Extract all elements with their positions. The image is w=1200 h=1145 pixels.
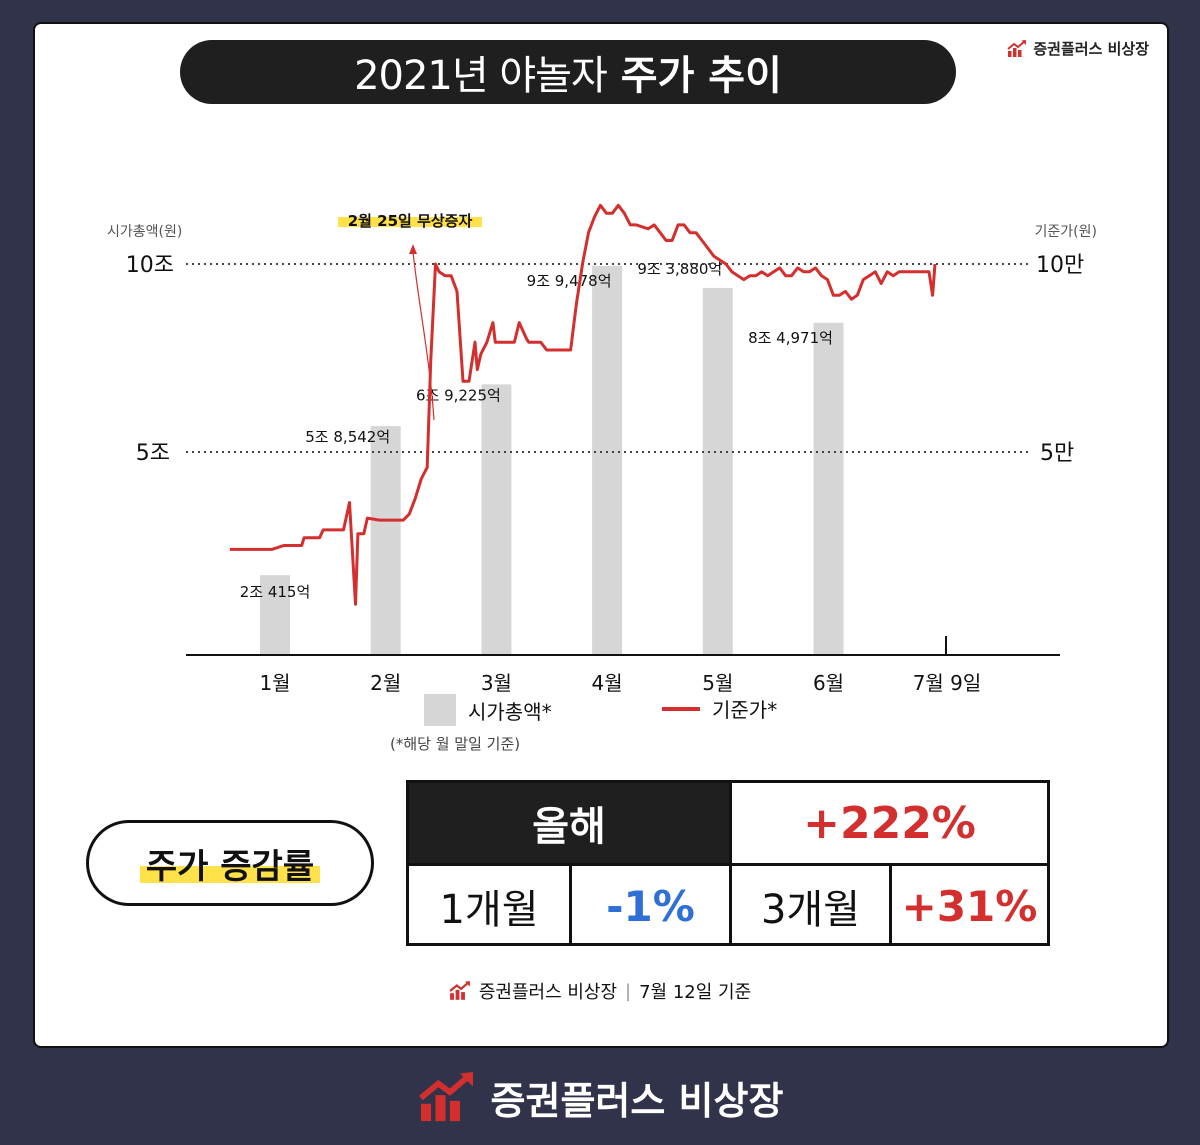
market-cap-label: 9조 3,880억 bbox=[637, 260, 722, 278]
annotation-highlight bbox=[338, 217, 482, 227]
source-line: 증권플러스 비상장 | 7월 12일 기준 bbox=[0, 978, 1200, 1004]
rising-chart-logo-icon bbox=[418, 1071, 473, 1121]
rate-title-pill: 주가 증감률 bbox=[86, 820, 374, 906]
legend-bars: 시가총액* bbox=[424, 694, 552, 726]
left-tick-5: 5조 bbox=[136, 441, 170, 466]
legend-bar-swatch bbox=[424, 694, 456, 726]
market-cap-bar bbox=[370, 426, 401, 655]
footer-brand: 증권플러스 비상장 bbox=[0, 1070, 1200, 1125]
market-cap-bar bbox=[702, 287, 733, 655]
x-tick-label: 4월 bbox=[592, 671, 623, 695]
year-label: 올해 bbox=[409, 783, 729, 863]
left-tick-10: 10조 bbox=[126, 253, 174, 278]
title-bold: 주가 추이 bbox=[620, 53, 782, 99]
x-tick-label: 6월 bbox=[813, 671, 844, 695]
rate-row-months: 1개월 -1% 3개월 +31% bbox=[409, 863, 1047, 946]
x-tick-label: 3월 bbox=[481, 671, 512, 695]
source-date: 7월 12일 기준 bbox=[639, 982, 752, 1003]
market-cap-label: 2조 415억 bbox=[240, 583, 311, 601]
m1-label: 1개월 bbox=[439, 887, 539, 933]
rising-chart-logo-icon bbox=[1007, 39, 1027, 57]
rate-table: 올해 +222% 1개월 -1% 3개월 +31% bbox=[406, 780, 1050, 946]
chart-title: 2021년 야놀자 주가 추이 bbox=[180, 40, 956, 104]
x-tick-label: 1월 bbox=[259, 671, 290, 695]
market-cap-bar bbox=[260, 575, 290, 655]
x-tick-label: 2월 bbox=[370, 671, 401, 695]
year-value: +222% bbox=[729, 783, 1047, 863]
right-axis-title: 기준가(원) bbox=[1035, 224, 1097, 240]
market-cap-label: 6조 9,225억 bbox=[416, 386, 501, 404]
rising-chart-logo-icon bbox=[449, 981, 470, 1000]
x-tick-label: 7월 9일 bbox=[913, 671, 982, 695]
left-axis-title: 시가총액(원) bbox=[107, 224, 182, 240]
rate-row-year: 올해 +222% bbox=[409, 783, 1047, 863]
m3-value: +31% bbox=[889, 866, 1047, 946]
market-cap-label: 5조 8,542억 bbox=[305, 428, 390, 446]
brand-top-name: 증권플러스 비상장 bbox=[1033, 40, 1149, 58]
legend-line-swatch bbox=[662, 706, 700, 711]
right-tick-5: 5만 bbox=[1040, 441, 1074, 466]
legend-bar-label: 시가총액* bbox=[468, 699, 552, 724]
annotation-text: 2월 25일 무상증자 bbox=[348, 212, 473, 230]
legend-line-label: 기준가* bbox=[712, 698, 778, 722]
legend-note: (*해당 월 말일 기준) bbox=[390, 735, 521, 753]
title-light: 2021년 야놀자 bbox=[354, 53, 608, 99]
annotation-arrow bbox=[412, 251, 435, 421]
price-chart: 2조 415억 5조 8,542억 6조 9,225억 9조 9,478억 9조 3,8… bbox=[107, 203, 1097, 695]
market-cap-bar bbox=[481, 384, 512, 655]
price-line bbox=[230, 203, 937, 606]
annotation-arrowhead bbox=[409, 244, 417, 254]
source-separator: | bbox=[625, 980, 632, 1002]
market-cap-bar bbox=[813, 322, 844, 655]
legend-line: 기준가* bbox=[662, 694, 777, 723]
x-tick-label: 5월 bbox=[702, 671, 733, 695]
market-cap-label: 9조 9,478억 bbox=[527, 272, 612, 290]
m3-label: 3개월 bbox=[729, 866, 889, 946]
m1-value: -1% bbox=[569, 866, 729, 946]
market-cap-label: 8조 4,971억 bbox=[748, 329, 833, 347]
footer-brand-name: 증권플러스 비상장 bbox=[490, 1079, 784, 1123]
brand-top: 증권플러스 비상장 bbox=[1007, 38, 1149, 59]
rate-title: 주가 증감률 bbox=[139, 838, 321, 888]
market-cap-bar bbox=[592, 266, 623, 655]
right-tick-10: 10만 bbox=[1036, 253, 1084, 278]
source-name: 증권플러스 비상장 bbox=[478, 982, 618, 1003]
